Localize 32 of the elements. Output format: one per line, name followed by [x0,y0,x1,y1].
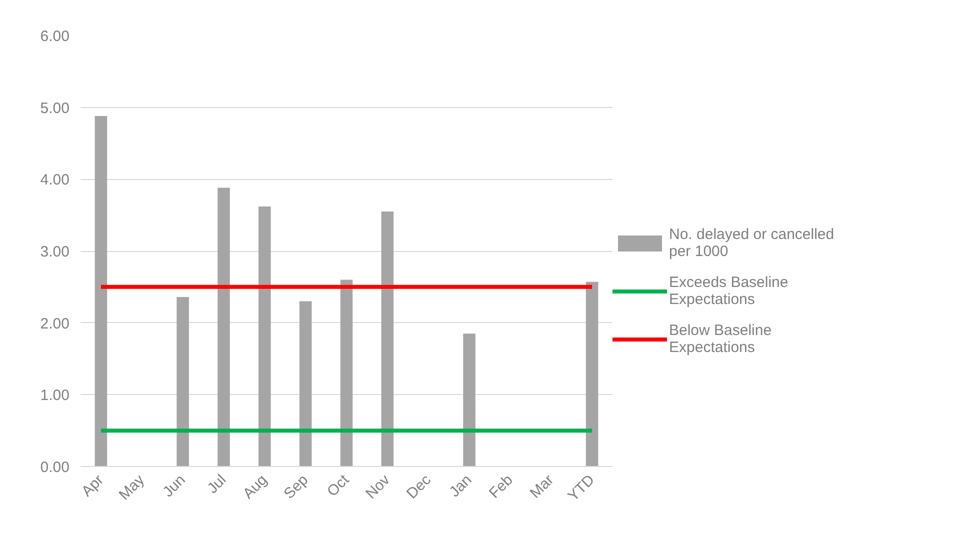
legend-label: No. delayed or cancelled per 1000 [669,226,834,260]
bar [381,211,394,466]
bar [176,296,189,466]
y-tick-label: 4.00 [40,172,70,189]
x-tick-label: Feb [486,471,516,502]
x-tick-label: Mar [526,471,558,502]
x-tick-label: Dec [403,471,435,502]
x-tick-label: Apr [78,471,107,500]
legend-label: Below Baseline Expectations [669,322,772,356]
x-tick-label: Oct [324,470,354,500]
y-tick-label: 2.00 [40,315,70,332]
y-tick-label: 0.00 [40,459,70,476]
y-tick-label: 6.00 [40,28,70,45]
x-tick-label: May [116,471,148,504]
bar [258,206,271,466]
legend-label: Exceeds Baseline Expectations [669,274,788,308]
bar [586,282,598,466]
x-tick-label: Nov [362,471,394,502]
x-tick-label: Jun [160,471,189,501]
bar [218,188,230,466]
x-tick-label: Jul [204,471,230,498]
x-tick-label: Jan [446,471,476,501]
bar [299,301,312,466]
bar [340,280,353,466]
x-tick-label: Aug [240,471,271,502]
y-tick-label: 1.00 [40,387,70,404]
bar [463,334,476,466]
x-tick-label: Sep [280,471,312,502]
y-tick-label: 3.00 [40,244,70,260]
y-tick-label: 5.00 [40,100,70,117]
bar [94,116,108,466]
x-tick-label: YTD [564,471,598,505]
